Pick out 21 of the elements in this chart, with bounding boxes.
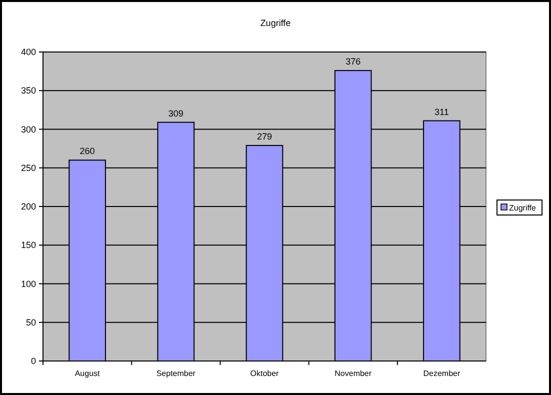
legend-label: Zugriffe: [509, 204, 537, 212]
x-tick-label: November: [334, 369, 372, 378]
data-label: 260: [80, 146, 95, 156]
data-label: 311: [434, 106, 449, 117]
data-label: 279: [256, 131, 272, 142]
chart-title: Zugriffe: [260, 18, 291, 28]
y-tick-label: 0: [30, 356, 36, 366]
data-label: 376: [346, 56, 361, 67]
y-tick-label: 350: [20, 86, 36, 96]
x-tick-label: August: [74, 369, 101, 378]
y-tick-label: 300: [20, 124, 36, 134]
y-tick-label: 400: [20, 47, 36, 57]
x-tick-label: Oktober: [250, 369, 280, 378]
y-tick-label: 250: [20, 162, 36, 173]
y-tick-label: 200: [20, 202, 36, 212]
data-label: 309: [168, 108, 184, 118]
x-tick-label: September: [156, 369, 196, 378]
y-tick-label: 100: [20, 278, 36, 289]
y-tick-label: 150: [20, 240, 36, 250]
x-tick-label: Dezember: [423, 369, 460, 378]
y-tick-label: 50: [26, 317, 36, 328]
